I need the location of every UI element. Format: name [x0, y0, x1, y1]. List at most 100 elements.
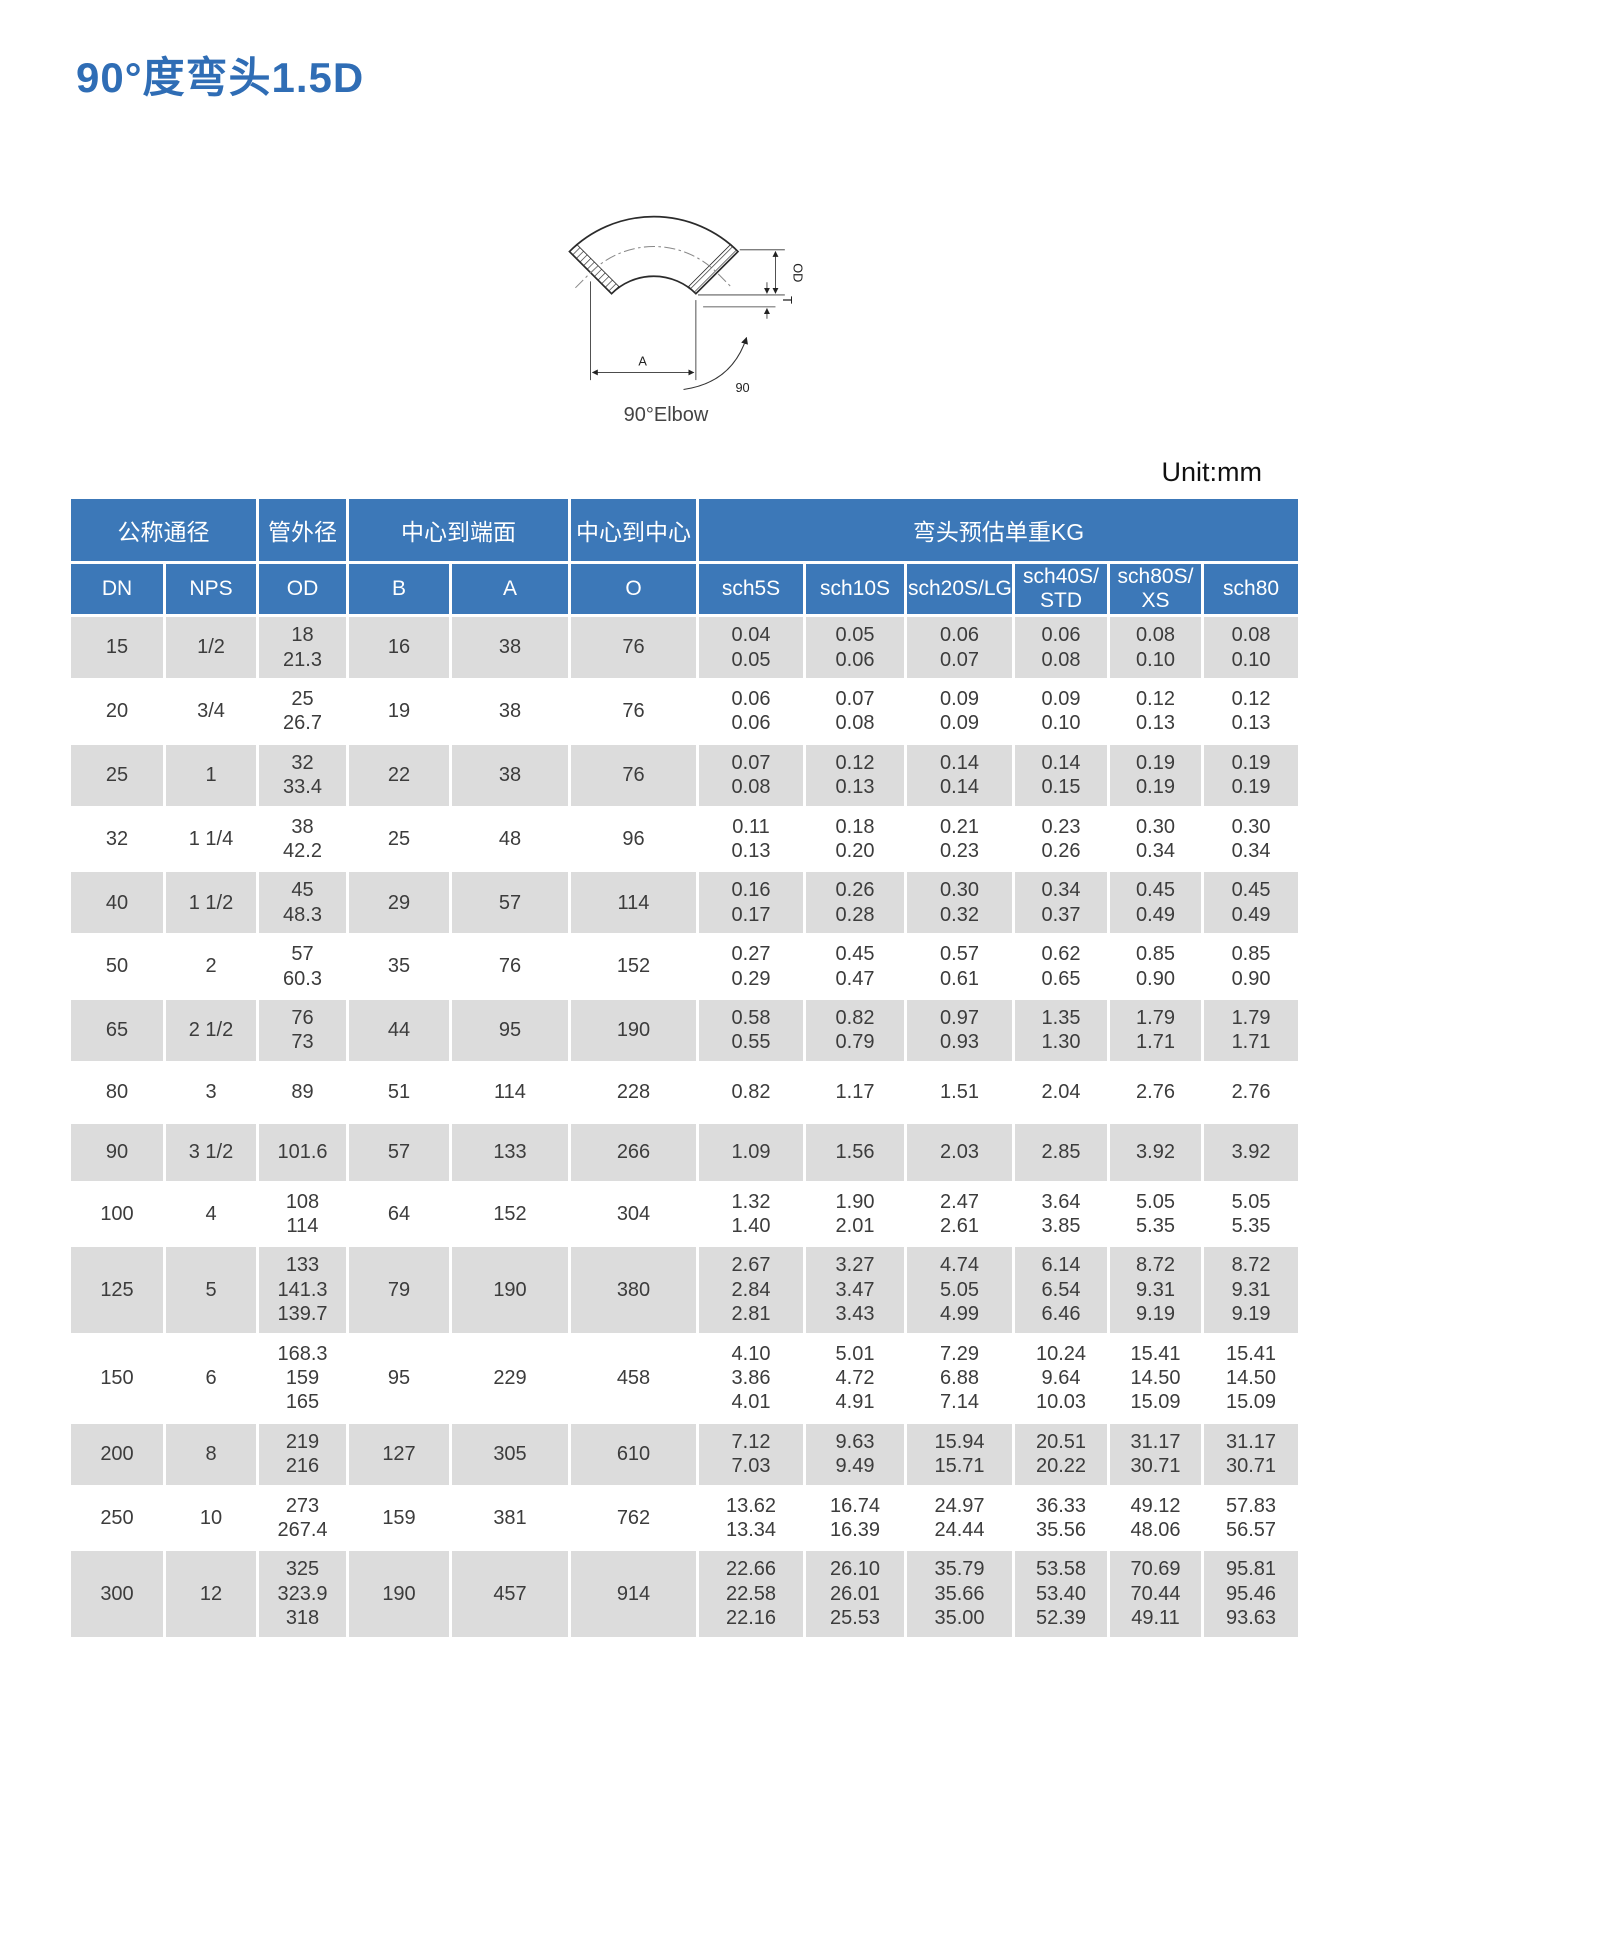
- table-cell: 108 114: [259, 1183, 346, 1245]
- table-row: 90 3 1/2 101.6 57 133 266 1.09 1.56 2.03 2.85 3.92…: [71, 1123, 1299, 1181]
- table-cell: 0.21 0.23: [907, 808, 1012, 870]
- table-cell: 32 33.4: [259, 744, 346, 806]
- table-cell: 95: [349, 1335, 449, 1421]
- table-cell: 610: [571, 1423, 696, 1485]
- table-cell: 325 323.9 318: [259, 1551, 346, 1637]
- table-cell: 2.76: [1204, 1063, 1299, 1121]
- table-cell: 20.51 20.22: [1015, 1423, 1107, 1485]
- table-cell: 133: [452, 1123, 568, 1181]
- table-cell: 48: [452, 808, 568, 870]
- table-cell: 3.27 3.47 3.43: [806, 1247, 904, 1333]
- table-cell: 25: [349, 808, 449, 870]
- table-cell: 914: [571, 1551, 696, 1637]
- column-header-cell: sch80S/ XS: [1110, 563, 1201, 615]
- table-cell: 0.85 0.90: [1110, 936, 1201, 997]
- table-cell: 10: [166, 1487, 256, 1549]
- table-cell: 3/4: [166, 681, 256, 742]
- table-cell: 2 1/2: [166, 999, 256, 1061]
- table-cell: 2.76: [1110, 1063, 1201, 1121]
- table-cell: 0.12 0.13: [1110, 681, 1201, 742]
- table-body: 15 1/2 18 21.3 16 38 76 0.04 0.05 0.05 0.06 0.06…: [71, 617, 1299, 1637]
- table-row: 20 3/4 25 26.7 19 38 76 0.06 0.06 0.07 0.08 0.09…: [71, 681, 1299, 742]
- table-cell: 18 21.3: [259, 617, 346, 678]
- table-cell: 76: [452, 936, 568, 997]
- table-cell: 7.29 6.88 7.14: [907, 1335, 1012, 1421]
- table-cell: 0.30 0.34: [1110, 808, 1201, 870]
- group-header-cell: 公称通径: [71, 498, 256, 561]
- table-row: 80 3 89 51 114 228 0.82 1.17 1.51 2.04 2.76 2.76: [71, 1063, 1299, 1121]
- column-header-cell: sch10S: [806, 563, 904, 615]
- elbow-diagram: OD T A 90 90°Elbow: [68, 123, 1264, 427]
- table-cell: 3.64 3.85: [1015, 1183, 1107, 1245]
- table-cell: 20: [71, 681, 163, 742]
- table-cell: 114: [571, 872, 696, 934]
- table-cell: 0.06 0.06: [699, 681, 803, 742]
- table-cell: 381: [452, 1487, 568, 1549]
- table-cell: 1.79 1.71: [1204, 999, 1299, 1061]
- table-row: 50 2 57 60.3 35 76 152 0.27 0.29 0.45 0.47 0.57 …: [71, 936, 1299, 997]
- table-cell: 0.16 0.17: [699, 872, 803, 934]
- table-cell: 0.19 0.19: [1110, 744, 1201, 806]
- table-cell: 1.79 1.71: [1110, 999, 1201, 1061]
- table-cell: 3.92: [1204, 1123, 1299, 1181]
- table-cell: 0.45 0.49: [1204, 872, 1299, 934]
- table-cell: 0.85 0.90: [1204, 936, 1299, 997]
- table-cell: 2.04: [1015, 1063, 1107, 1121]
- table-cell: 762: [571, 1487, 696, 1549]
- table-row: 65 2 1/2 76 73 44 95 190 0.58 0.55 0.82 0.79 0.9…: [71, 999, 1299, 1061]
- table-cell: 229: [452, 1335, 568, 1421]
- column-header-cell: sch5S: [699, 563, 803, 615]
- column-header-cell: OD: [259, 563, 346, 615]
- table-cell: 0.18 0.20: [806, 808, 904, 870]
- table-cell: 2.47 2.61: [907, 1183, 1012, 1245]
- dim-od-label: OD: [790, 263, 805, 282]
- table-cell: 65: [71, 999, 163, 1061]
- column-header-cell: sch80: [1204, 563, 1299, 615]
- table-cell: 0.34 0.37: [1015, 872, 1107, 934]
- dim-a-label: A: [638, 354, 647, 369]
- table-cell: 25 26.7: [259, 681, 346, 742]
- table-cell: 38: [452, 681, 568, 742]
- table-cell: 22: [349, 744, 449, 806]
- table-cell: 0.82 0.79: [806, 999, 904, 1061]
- table-cell: 0.06 0.08: [1015, 617, 1107, 678]
- group-header-cell: 管外径: [259, 498, 346, 561]
- table-cell: 0.23 0.26: [1015, 808, 1107, 870]
- table-cell: 64: [349, 1183, 449, 1245]
- table-row: 15 1/2 18 21.3 16 38 76 0.04 0.05 0.05 0.06 0.06…: [71, 617, 1299, 678]
- table-cell: 5: [166, 1247, 256, 1333]
- table-cell: 168.3 159 165: [259, 1335, 346, 1421]
- table-cell: 8.72 9.31 9.19: [1110, 1247, 1201, 1333]
- table-cell: 8: [166, 1423, 256, 1485]
- table-cell: 159: [349, 1487, 449, 1549]
- table-cell: 57: [349, 1123, 449, 1181]
- table-cell: 273 267.4: [259, 1487, 346, 1549]
- table-cell: 3 1/2: [166, 1123, 256, 1181]
- table-row: 125 5 133 141.3 139.7 79 190 380 2.67 2.84 2.8…: [71, 1247, 1299, 1333]
- table-cell: 29: [349, 872, 449, 934]
- table-cell: 0.09 0.10: [1015, 681, 1107, 742]
- table-cell: 266: [571, 1123, 696, 1181]
- table-row: 300 12 325 323.9 318 190 457 914 22.66 22.58 2…: [71, 1551, 1299, 1637]
- table-cell: 8.72 9.31 9.19: [1204, 1247, 1299, 1333]
- table-cell: 125: [71, 1247, 163, 1333]
- table-cell: 1: [166, 744, 256, 806]
- diagram-caption: 90°Elbow: [623, 403, 709, 426]
- table-cell: 25: [71, 744, 163, 806]
- table-cell: 1.56: [806, 1123, 904, 1181]
- table-cell: 300: [71, 1551, 163, 1637]
- angle-dimension: 90: [682, 336, 749, 395]
- table-cell: 1.32 1.40: [699, 1183, 803, 1245]
- table-cell: 10.24 9.64 10.03: [1015, 1335, 1107, 1421]
- table-cell: 76 73: [259, 999, 346, 1061]
- table-cell: 1/2: [166, 617, 256, 678]
- table-cell: 0.12 0.13: [1204, 681, 1299, 742]
- table-cell: 0.04 0.05: [699, 617, 803, 678]
- group-header-cell: 弯头预估单重KG: [699, 498, 1299, 561]
- table-cell: 2.85: [1015, 1123, 1107, 1181]
- table-row: 32 1 1/4 38 42.2 25 48 96 0.11 0.13 0.18 0.20 0.…: [71, 808, 1299, 870]
- table-cell: 250: [71, 1487, 163, 1549]
- od-dimension: OD: [697, 249, 805, 296]
- table-cell: 9.63 9.49: [806, 1423, 904, 1485]
